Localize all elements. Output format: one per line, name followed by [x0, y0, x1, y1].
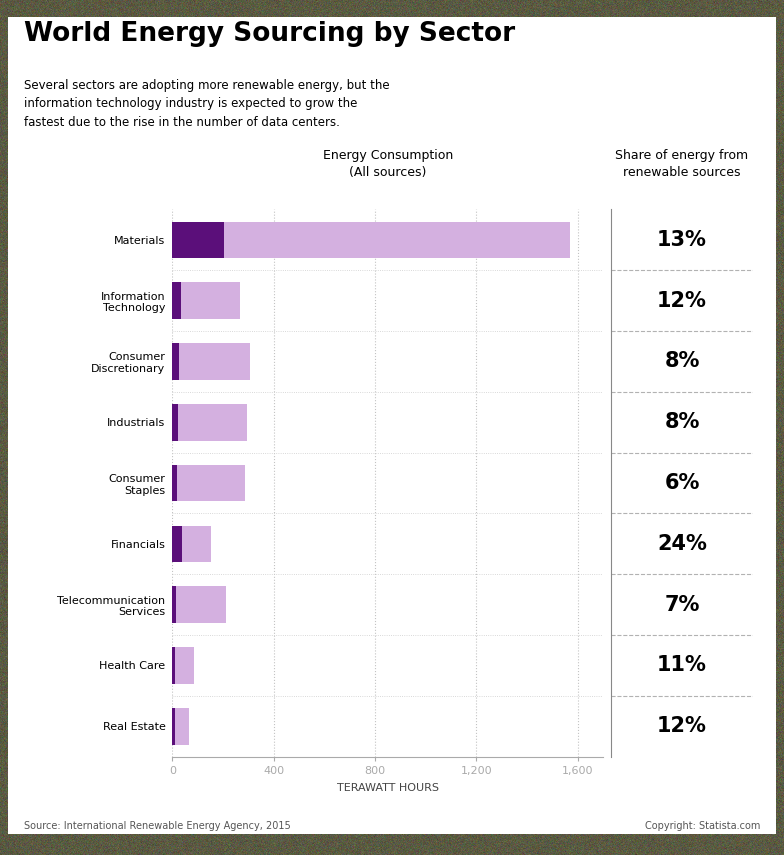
Bar — [172, 404, 247, 440]
Text: 24%: 24% — [657, 534, 707, 554]
Bar — [172, 465, 177, 501]
Bar — [172, 221, 570, 258]
Bar — [172, 587, 226, 623]
Bar — [172, 282, 240, 319]
Text: Energy Consumption
(All sources): Energy Consumption (All sources) — [322, 150, 453, 180]
Bar — [172, 647, 175, 684]
Bar — [172, 708, 190, 745]
Text: 12%: 12% — [657, 716, 707, 736]
Bar — [172, 221, 224, 258]
Text: Source: International Renewable Energy Agency, 2015: Source: International Renewable Energy A… — [24, 821, 290, 831]
Text: 6%: 6% — [664, 473, 699, 493]
Bar — [172, 708, 175, 745]
Bar — [172, 526, 211, 562]
Bar — [172, 404, 179, 440]
X-axis label: TERAWATT HOURS: TERAWATT HOURS — [336, 782, 439, 793]
Bar — [172, 647, 194, 684]
Bar — [172, 587, 176, 623]
Text: 8%: 8% — [664, 412, 699, 433]
Text: Copyright: Statista.com: Copyright: Statista.com — [645, 821, 760, 831]
Text: 7%: 7% — [664, 595, 699, 615]
Bar — [172, 526, 182, 562]
Bar — [172, 282, 180, 319]
Text: Share of energy from
renewable sources: Share of energy from renewable sources — [615, 150, 749, 180]
Bar — [172, 343, 249, 380]
Text: 8%: 8% — [664, 351, 699, 371]
Text: 13%: 13% — [657, 230, 707, 250]
Bar — [172, 343, 179, 380]
Text: 12%: 12% — [657, 291, 707, 310]
Text: Several sectors are adopting more renewable energy, but the
information technolo: Several sectors are adopting more renewa… — [24, 79, 389, 128]
Text: 11%: 11% — [657, 656, 707, 675]
Bar — [172, 465, 245, 501]
Text: World Energy Sourcing by Sector: World Energy Sourcing by Sector — [24, 21, 514, 47]
